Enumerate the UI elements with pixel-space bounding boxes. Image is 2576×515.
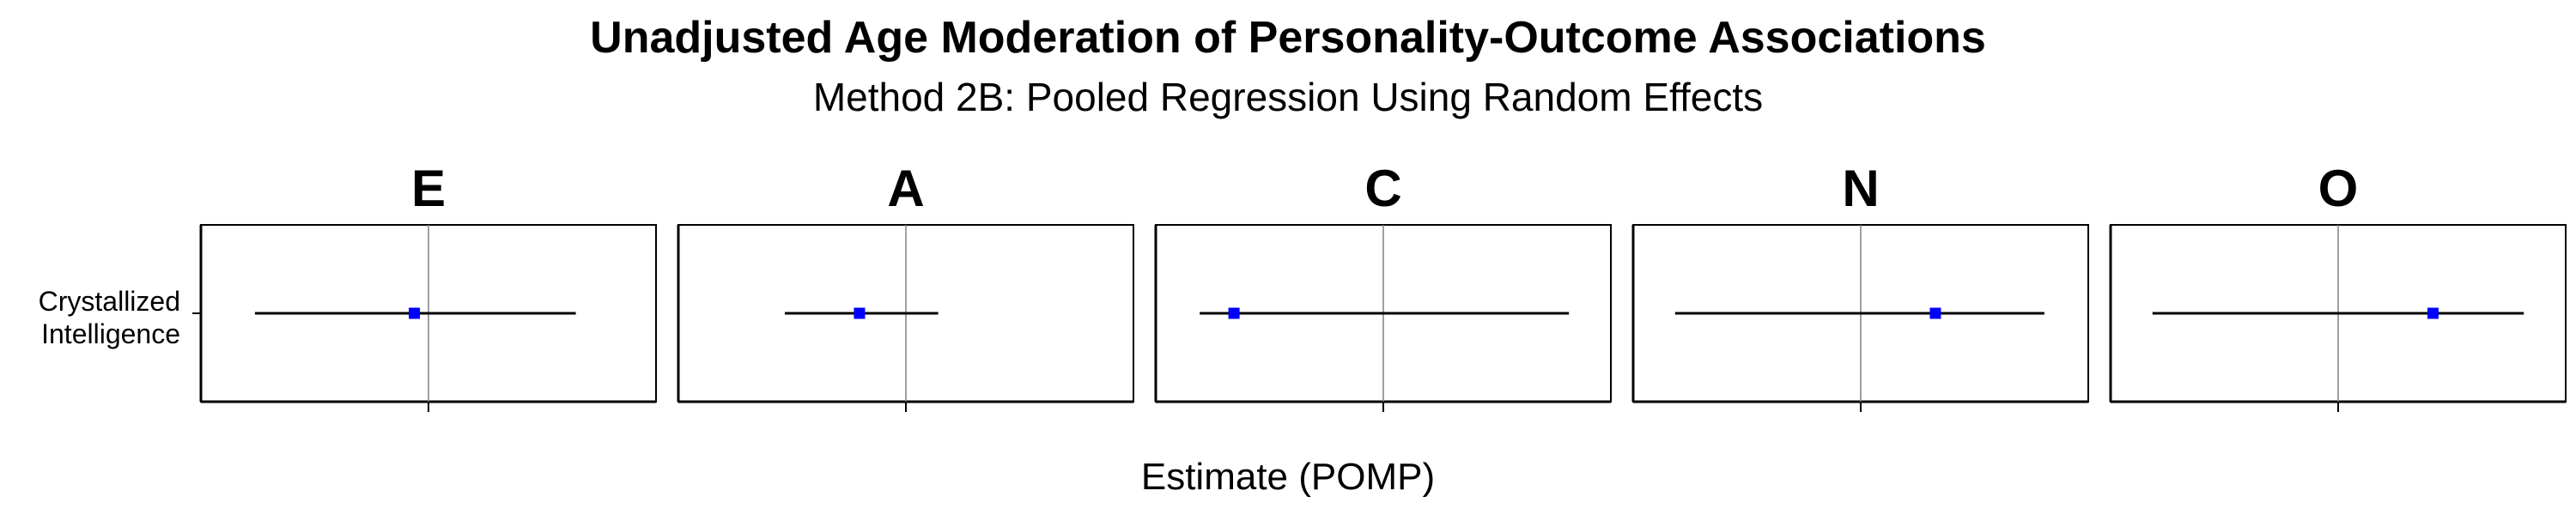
point-estimate <box>854 307 866 319</box>
facet-title: E <box>411 160 446 217</box>
facet-title: O <box>2318 160 2359 217</box>
facet-title: C <box>1364 160 1401 217</box>
row-label-line-1: Crystallized <box>39 286 180 317</box>
facet-panel-e: E <box>199 160 657 412</box>
chart-subtitle: Method 2B: Pooled Regression Using Rando… <box>812 75 1764 119</box>
facet-panel-o: O <box>2109 160 2567 412</box>
facet-title: N <box>1842 160 1879 217</box>
chart-title: Unadjusted Age Moderation of Personality… <box>590 13 1986 63</box>
point-estimate <box>1929 307 1941 319</box>
facet-title: A <box>887 160 924 217</box>
point-estimate <box>2427 307 2439 319</box>
point-estimate <box>1228 307 1240 319</box>
x-axis-label: Estimate (POMP) <box>1140 456 1436 498</box>
row-label-line-2: Intelligence <box>41 318 180 349</box>
facet-panel-a: A <box>677 160 1134 412</box>
row-label: Crystallized Intelligence <box>39 286 201 349</box>
facet-panel-n: N <box>1631 160 2089 412</box>
point-estimate <box>409 307 421 319</box>
facet-panel-c: C <box>1154 160 1612 412</box>
